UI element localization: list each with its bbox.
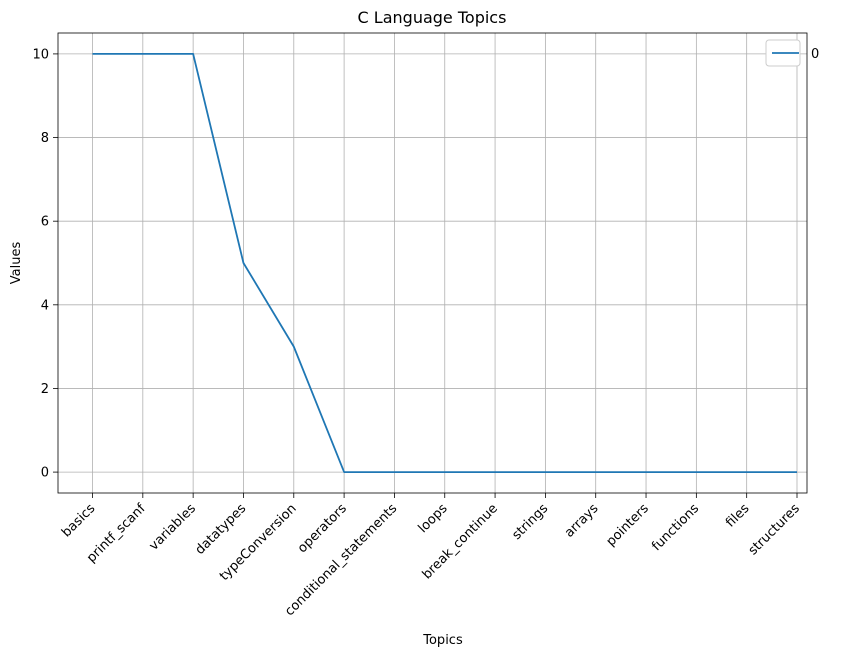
legend: 0 <box>765 39 819 67</box>
legend-label: 0 <box>811 47 819 62</box>
y-tick-label: 8 <box>41 131 49 146</box>
grid-lines <box>58 33 807 493</box>
chart-title: C Language Topics <box>358 8 507 27</box>
y-tick-label: 0 <box>41 466 49 481</box>
y-tick-label: 10 <box>32 47 49 62</box>
series-layer <box>92 53 797 473</box>
y-axis-label: Values <box>9 242 24 285</box>
y-tick-label: 4 <box>41 298 49 313</box>
plot-frame <box>57 32 808 494</box>
y-tick-label: 2 <box>41 382 49 397</box>
y-tick-label: 6 <box>41 215 49 230</box>
series-line <box>92 53 797 473</box>
x-axis-label: Topics <box>422 633 463 648</box>
